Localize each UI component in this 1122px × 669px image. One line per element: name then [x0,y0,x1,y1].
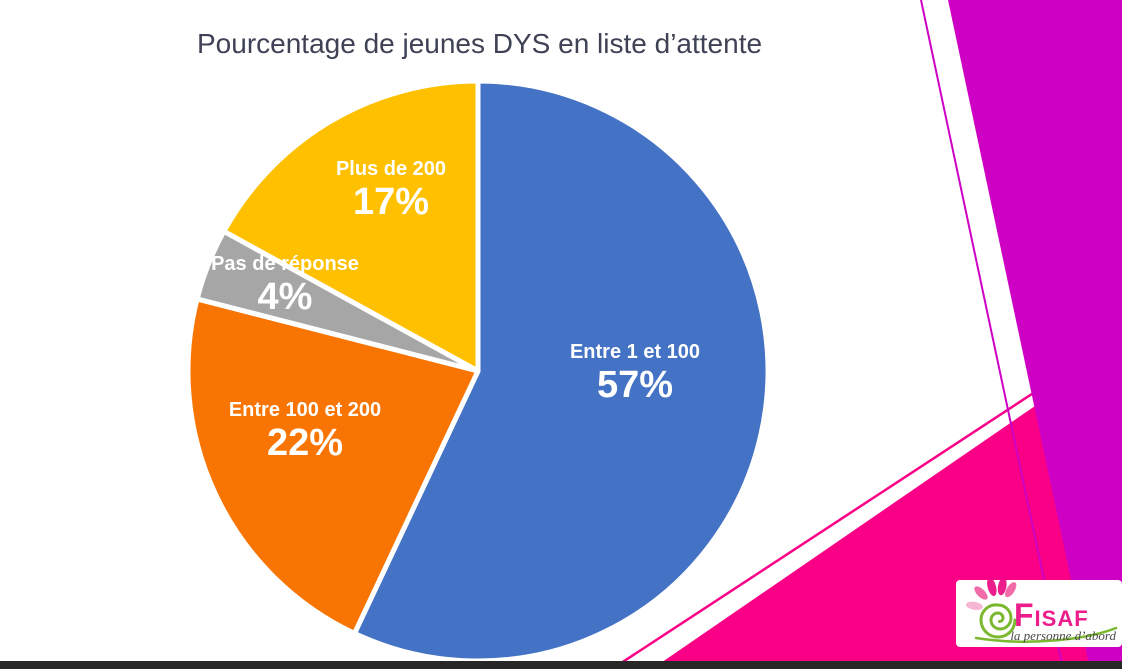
pie-label-name: Plus de 200 [335,157,447,180]
fisaf-logo: Fisaf la personne d’abord [956,580,1122,647]
pie-label-pct: 57% [596,364,674,407]
pie-slice-1 [185,296,481,636]
pie-label-pas-de-reponse: Pas de réponse 4% [211,253,359,317]
pie-label-entre-1-et-100: Entre 1 et 100 57% [570,341,700,405]
pie-label-name: Entre 100 et 200 [228,398,382,421]
fisaf-logo-art [966,580,1118,643]
magenta-band-shape [948,0,1122,669]
pie-label-plus-de-200: Plus de 200 17% [336,158,446,222]
pie-label-name: Entre 1 et 100 [569,340,701,363]
magenta-accent-line [920,0,1064,669]
pie-label-pct: 4% [257,276,313,319]
logo-swoosh-icon [974,626,1118,643]
fisaf-tagline: la personne d’abord [1010,628,1116,643]
pie-slice-3 [221,78,481,374]
chart-title: Pourcentage de jeunes DYS en liste d’att… [197,28,763,59]
pie-label-entre-100-et-200: Entre 100 et 200 22% [229,399,381,463]
pie-label-pct: 17% [352,181,430,224]
logo-spiral-icon [979,603,1017,639]
fisaf-wordmark: Fisaf [1014,597,1089,633]
pie-label-name: Pas de réponse [211,252,359,275]
pie-label-pct: 22% [266,422,344,465]
bottom-bar [0,661,1122,669]
logo-petals-icon [966,580,1017,611]
